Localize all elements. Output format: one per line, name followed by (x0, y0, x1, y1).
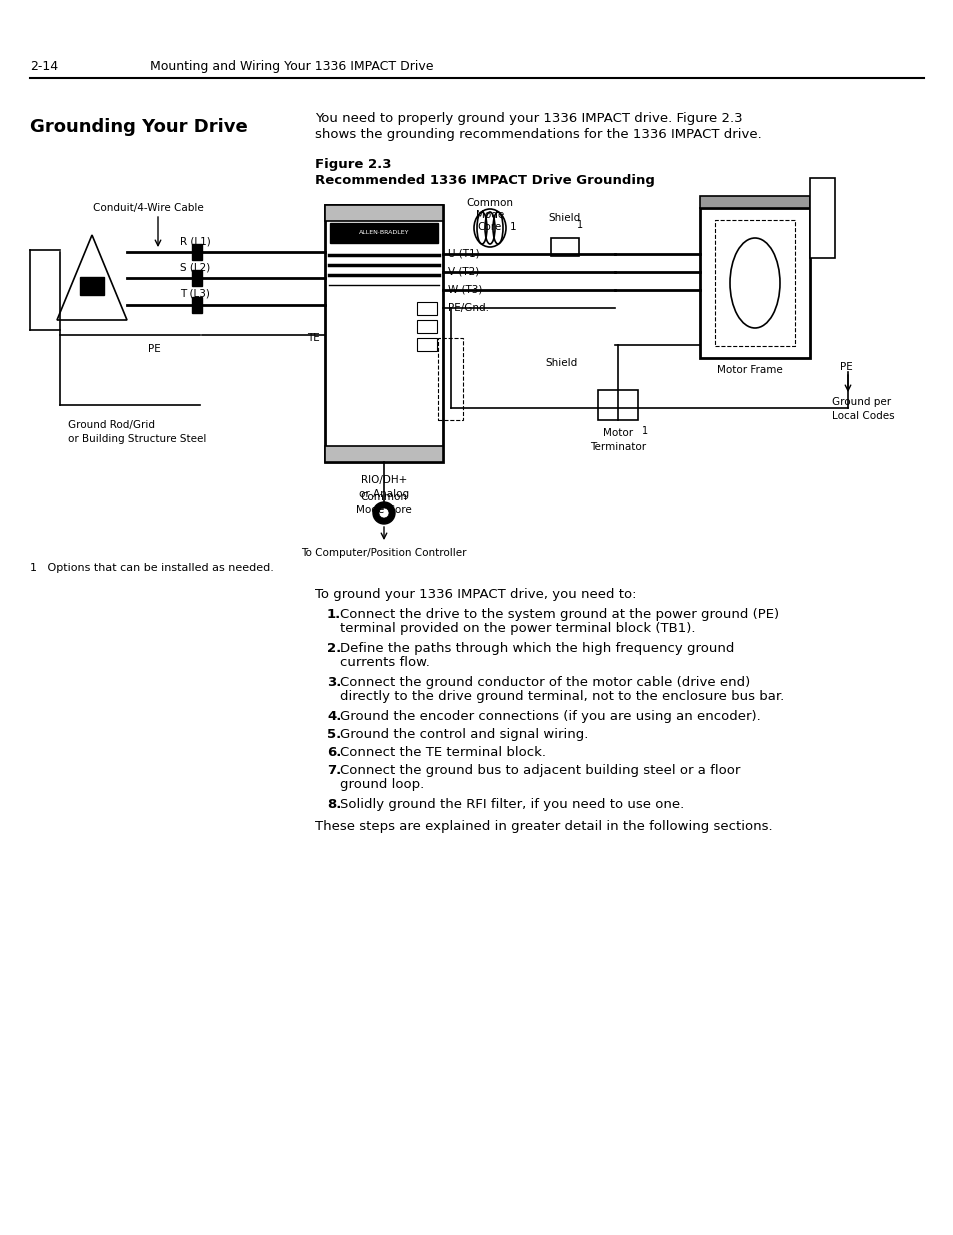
Text: ground loop.: ground loop. (339, 778, 424, 790)
Text: To ground your 1336 IMPACT drive, you need to:: To ground your 1336 IMPACT drive, you ne… (314, 588, 636, 601)
Text: Solidly ground the RFI filter, if you need to use one.: Solidly ground the RFI filter, if you ne… (339, 798, 683, 811)
Text: Conduit/4-Wire Cable: Conduit/4-Wire Cable (92, 203, 204, 212)
Bar (325, 205, 442, 462)
Text: Ground Rod/Grid: Ground Rod/Grid (68, 420, 154, 430)
Text: Mounting and Wiring Your 1336 IMPACT Drive: Mounting and Wiring Your 1336 IMPACT Dri… (150, 61, 433, 73)
Text: or Analog: or Analog (358, 489, 409, 499)
Text: Recommended 1336 IMPACT Drive Grounding: Recommended 1336 IMPACT Drive Grounding (314, 174, 654, 186)
Text: T (L3): T (L3) (180, 289, 210, 299)
Text: Motor: Motor (602, 429, 633, 438)
Text: Motor Frame: Motor Frame (717, 366, 782, 375)
Text: 1: 1 (641, 426, 647, 436)
Text: Figure 2.3: Figure 2.3 (314, 158, 391, 170)
Text: 1   Options that can be installed as needed.: 1 Options that can be installed as neede… (30, 563, 274, 573)
Bar (598, 390, 638, 420)
Bar (809, 178, 834, 258)
Text: Ground per: Ground per (831, 396, 890, 408)
Bar (700, 207, 809, 358)
Text: U (T1): U (T1) (448, 249, 479, 259)
Text: RIO/DH+: RIO/DH+ (360, 475, 407, 485)
Text: currents flow.: currents flow. (339, 656, 430, 669)
Text: R (L1): R (L1) (180, 236, 211, 246)
Bar (192, 245, 202, 261)
Text: shows the grounding recommendations for the 1336 IMPACT drive.: shows the grounding recommendations for … (314, 128, 760, 141)
Text: Connect the drive to the system ground at the power ground (PE): Connect the drive to the system ground a… (339, 608, 779, 621)
Text: 6.: 6. (327, 746, 341, 760)
Text: PE/Gnd.: PE/Gnd. (448, 303, 489, 312)
Text: S (L2): S (L2) (180, 262, 210, 272)
Text: You need to properly ground your 1336 IMPACT drive. Figure 2.3: You need to properly ground your 1336 IM… (314, 112, 741, 125)
Bar (437, 338, 462, 420)
Text: W (T3): W (T3) (448, 285, 482, 295)
Text: 5.: 5. (327, 727, 341, 741)
Text: V (T2): V (T2) (448, 267, 478, 277)
Circle shape (373, 501, 395, 524)
Text: 3.: 3. (327, 676, 341, 689)
Bar (551, 238, 578, 256)
Text: Connect the TE terminal block.: Connect the TE terminal block. (339, 746, 545, 760)
Text: 2.: 2. (327, 642, 341, 655)
Text: 8.: 8. (327, 798, 341, 811)
Text: Mode: Mode (476, 210, 503, 220)
Text: Connect the ground bus to adjacent building steel or a floor: Connect the ground bus to adjacent build… (339, 764, 740, 777)
Text: 7.: 7. (327, 764, 341, 777)
Text: Core: Core (477, 222, 501, 232)
Text: ALLEN·BRADLEY: ALLEN·BRADLEY (358, 231, 409, 236)
Bar (416, 320, 436, 333)
Text: Common: Common (360, 492, 407, 501)
Text: Mode Core: Mode Core (355, 505, 412, 515)
Circle shape (378, 508, 389, 517)
Bar (416, 338, 436, 351)
Text: These steps are explained in greater detail in the following sections.: These steps are explained in greater det… (314, 820, 772, 832)
Text: Local Codes: Local Codes (831, 411, 894, 421)
Bar (80, 277, 104, 295)
Text: Ground the control and signal wiring.: Ground the control and signal wiring. (339, 727, 588, 741)
Text: Grounding Your Drive: Grounding Your Drive (30, 119, 248, 136)
Text: Common: Common (466, 198, 513, 207)
Text: Define the paths through which the high frequency ground: Define the paths through which the high … (339, 642, 734, 655)
Text: 1: 1 (510, 222, 517, 232)
Text: Connect the ground conductor of the motor cable (drive end): Connect the ground conductor of the moto… (339, 676, 749, 689)
Bar (192, 296, 202, 312)
Text: 1.: 1. (327, 608, 341, 621)
Text: 4.: 4. (327, 710, 341, 722)
Bar (325, 446, 442, 462)
Text: 2-14: 2-14 (30, 61, 58, 73)
Bar (714, 220, 794, 346)
Text: directly to the drive ground terminal, not to the enclosure bus bar.: directly to the drive ground terminal, n… (339, 690, 783, 703)
Bar (330, 224, 437, 243)
Text: PE: PE (148, 345, 161, 354)
Text: Terminator: Terminator (589, 442, 645, 452)
Bar (325, 205, 442, 221)
Text: terminal provided on the power terminal block (TB1).: terminal provided on the power terminal … (339, 622, 695, 635)
Bar (416, 303, 436, 315)
Bar (700, 196, 809, 207)
Text: PE: PE (840, 362, 852, 372)
Bar (192, 270, 202, 287)
Text: Shield: Shield (545, 358, 578, 368)
Text: To Computer/Position Controller: To Computer/Position Controller (301, 548, 466, 558)
Text: Shield: Shield (548, 212, 580, 224)
Text: Ground the encoder connections (if you are using an encoder).: Ground the encoder connections (if you a… (339, 710, 760, 722)
Text: TE: TE (307, 333, 319, 343)
Text: or Building Structure Steel: or Building Structure Steel (68, 433, 206, 445)
Text: 1: 1 (577, 220, 582, 230)
